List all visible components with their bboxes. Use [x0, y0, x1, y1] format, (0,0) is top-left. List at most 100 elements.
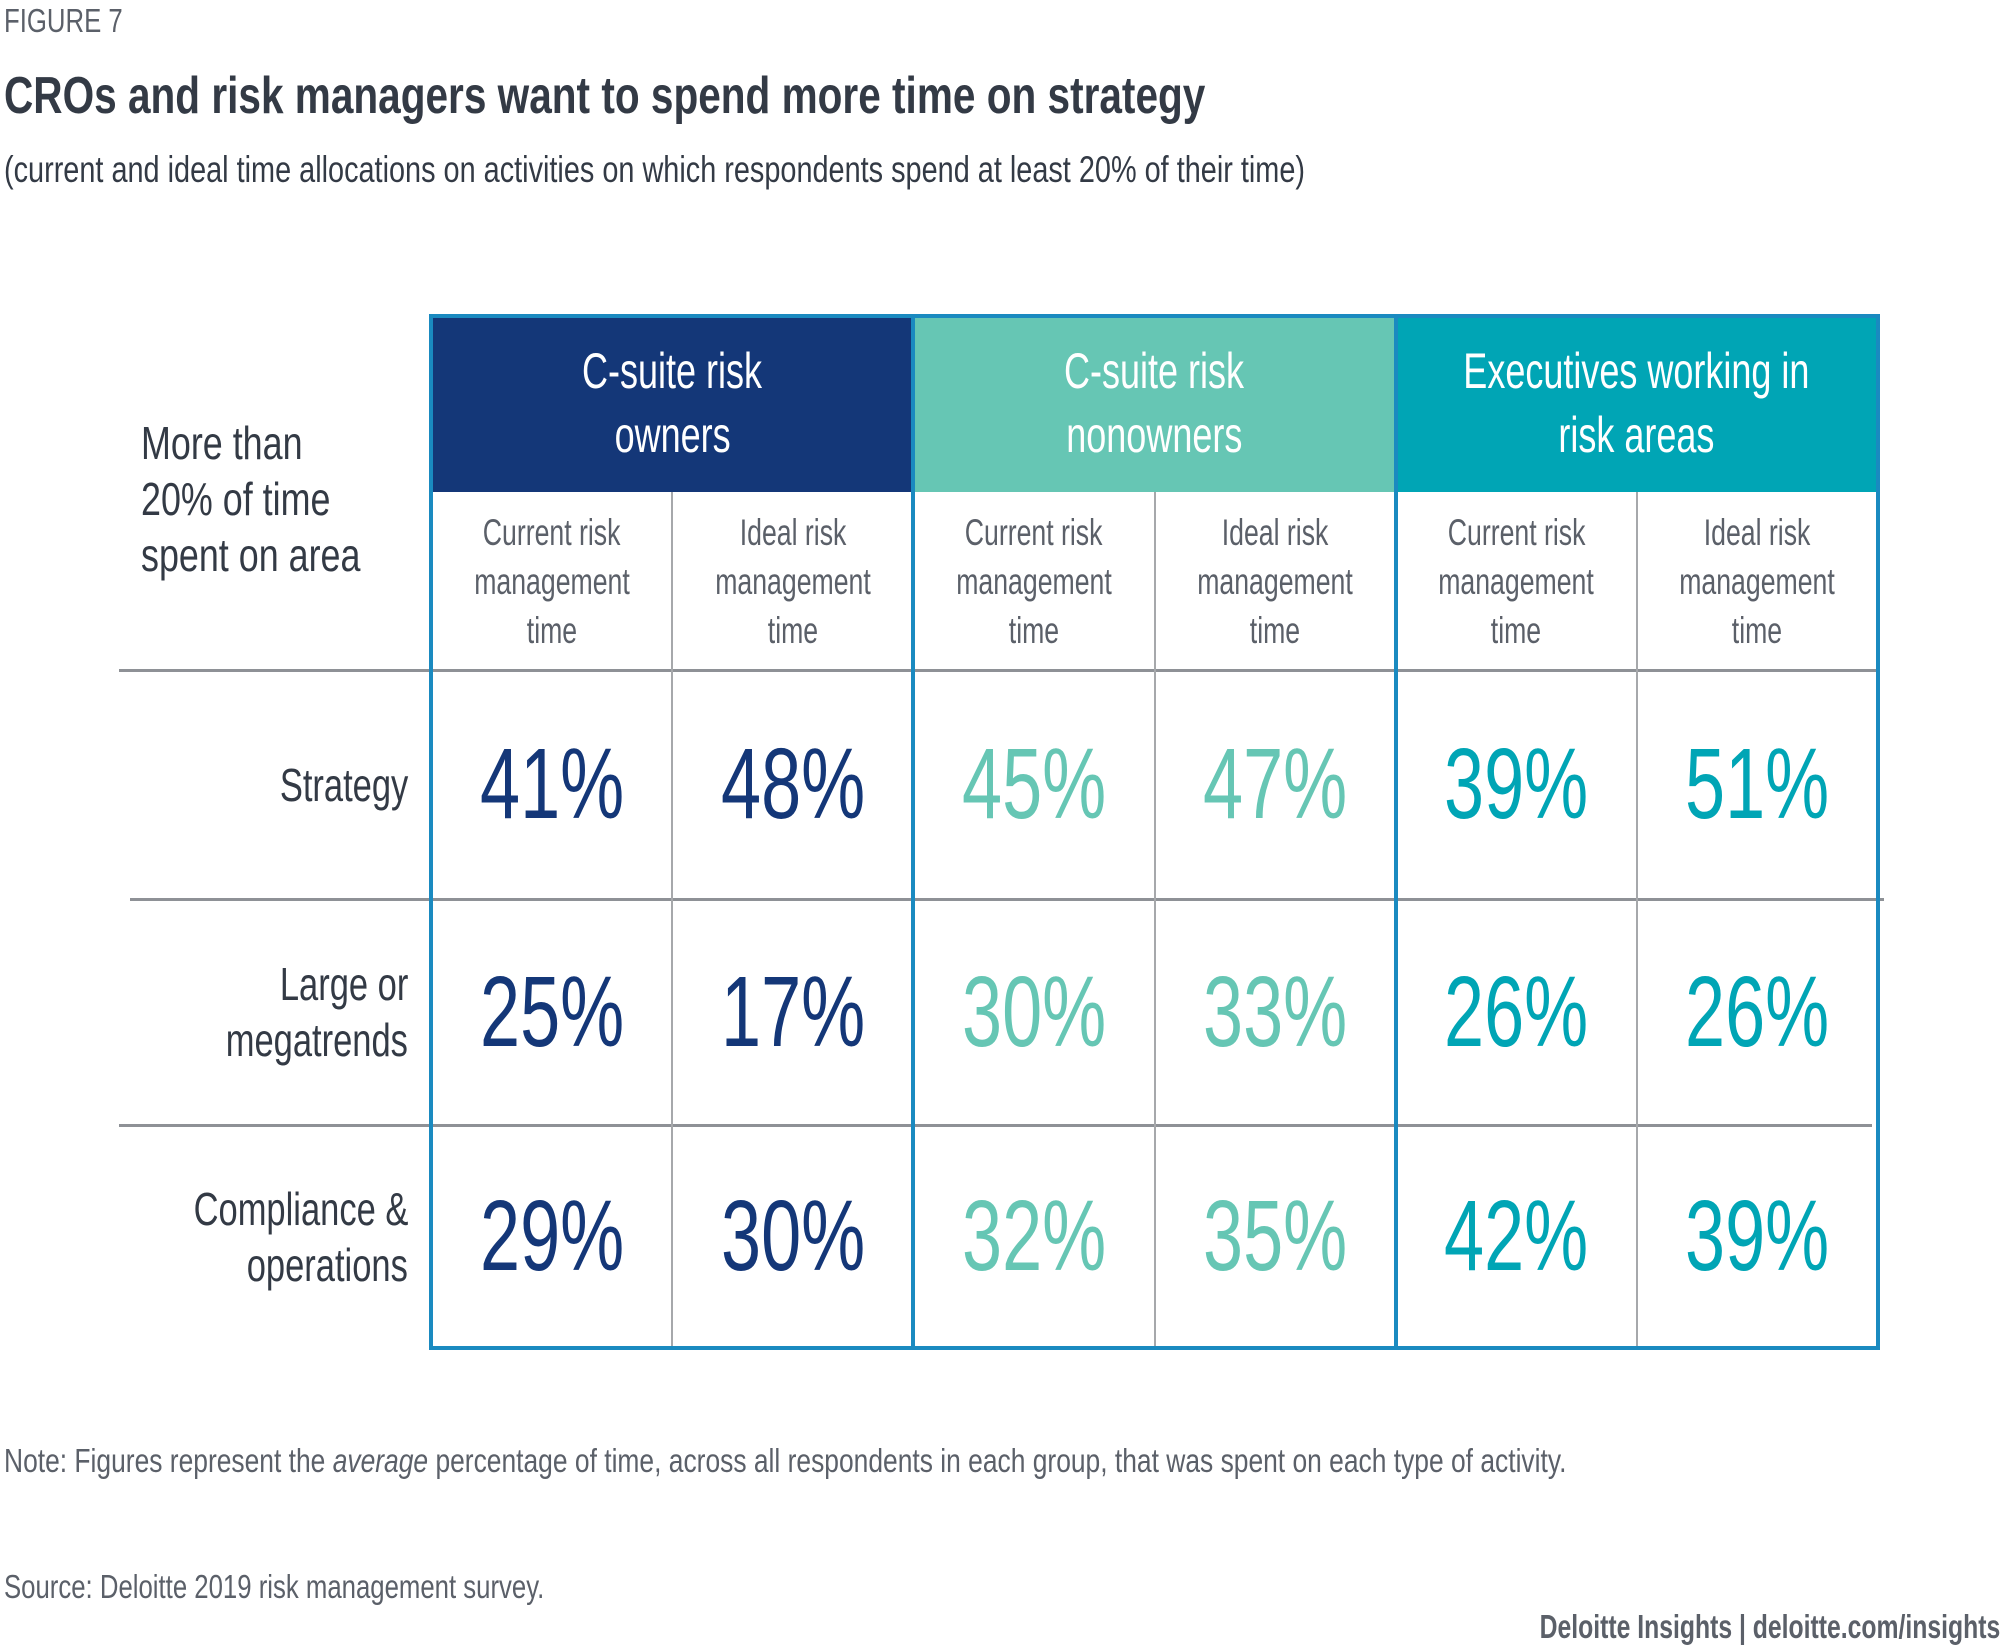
row-label-text: operations [246, 1238, 408, 1291]
value-cell: 25% [431, 899, 672, 1125]
value-cell: 26% [1396, 899, 1637, 1125]
group-header-line: owners [547, 403, 797, 467]
chart-title: CROs and risk managers want to spend mor… [4, 66, 1544, 126]
column-divider [1635, 492, 1638, 1348]
column-header-text: Current risk [482, 511, 621, 553]
column-header-text: Ideal risk [1704, 511, 1811, 553]
figure-label: FIGURE 7 [4, 2, 156, 40]
column-header-line: management [444, 557, 660, 606]
row-label-block: Large or megatrends [165, 956, 408, 1068]
group-header-text: nonowners [1066, 407, 1243, 463]
value-cell: 29% [431, 1125, 672, 1348]
group-header-line: nonowners [1029, 403, 1279, 467]
column-header-lines: Ideal risk management time [1167, 508, 1383, 655]
value-cell: 48% [672, 670, 913, 899]
row-label-text: Compliance & [193, 1182, 408, 1235]
row-label-text: megatrends [225, 1014, 408, 1066]
column-header-line: management [926, 557, 1142, 606]
value-cell: 26% [1637, 899, 1878, 1125]
column-header: Current risk management time [431, 492, 672, 670]
column-header-line: time [685, 606, 901, 655]
row-label: Compliance & operations [122, 1125, 408, 1348]
group-header-line: C-suite risk [547, 339, 797, 403]
row-header-line: More than [141, 415, 422, 471]
source-text: Source: Deloitte 2019 risk management su… [4, 1568, 545, 1605]
group-header-lines: C-suite risk owners [547, 339, 797, 467]
row-label-line: megatrends [165, 1012, 408, 1068]
column-header-line: Current risk [444, 508, 660, 557]
row-header-text: spent on area [141, 529, 361, 581]
value-cell: 30% [913, 899, 1154, 1125]
value-label: 30% [961, 955, 1106, 1068]
row-label-line: Compliance & [122, 1181, 408, 1237]
credit-text: Deloitte Insights | deloitte.com/insight… [1539, 1608, 2000, 1645]
column-header-text: time [1491, 609, 1542, 651]
row-label-line: Large or [165, 956, 408, 1012]
row-label-line: operations [122, 1237, 408, 1293]
value-label: 51% [1685, 728, 1830, 840]
footnote: Note: Figures represent the average perc… [4, 1440, 1844, 1482]
value-label: 32% [961, 1180, 1106, 1292]
row-divider [119, 669, 1880, 672]
column-header-lines: Ideal risk management time [685, 508, 901, 655]
value-cell: 45% [913, 670, 1154, 899]
row-label-text: Strategy [279, 758, 408, 811]
column-header-text: management [473, 560, 630, 602]
row-label: Strategy [237, 670, 408, 899]
group-header-2: Executives working in risk areas [1395, 314, 1878, 492]
value-cell: 32% [913, 1125, 1154, 1348]
column-header-text: Current risk [1447, 511, 1586, 553]
column-header-lines: Current risk management time [1408, 508, 1624, 655]
group-header-line: risk areas [1396, 403, 1877, 467]
group-header-line: Executives working in [1396, 339, 1877, 403]
column-header-text: management [1438, 560, 1594, 602]
column-header-line: time [1408, 606, 1624, 655]
value-cell: 30% [672, 1125, 913, 1348]
column-header-line: time [926, 606, 1142, 655]
value-cell: 35% [1155, 1125, 1396, 1348]
column-header-text: Ideal risk [1221, 511, 1329, 553]
footnote-text: Note: Figures represent the [4, 1442, 333, 1479]
row-divider [119, 1124, 1872, 1127]
row-divider [130, 898, 1884, 901]
column-header-line: Ideal risk [685, 508, 901, 557]
value-cell: 17% [672, 899, 913, 1125]
value-label: 41% [479, 728, 624, 840]
row-header-line: spent on area [141, 527, 422, 583]
column-header-text: management [714, 560, 871, 602]
column-header-text: Ideal risk [739, 511, 847, 553]
value-label: 33% [1203, 955, 1348, 1068]
row-header-line: 20% of time [141, 471, 422, 527]
value-cell: 33% [1155, 899, 1396, 1125]
column-header-text: management [956, 560, 1112, 602]
credit-line: Deloitte Insights | deloitte.com/insight… [1386, 1608, 2000, 1646]
column-header-line: time [1167, 606, 1383, 655]
column-header: Ideal risk management time [672, 492, 913, 670]
column-header-line: Current risk [926, 508, 1142, 557]
column-header: Ideal risk management time [1637, 492, 1878, 670]
row-header-lines: More than 20% of time spent on area [141, 415, 422, 583]
column-header-text: time [1008, 609, 1060, 651]
column-header-line: management [685, 557, 901, 606]
column-header: Current risk management time [913, 492, 1154, 670]
source-note: Source: Deloitte 2019 risk management su… [4, 1568, 697, 1606]
value-label: 47% [1203, 728, 1348, 840]
value-label: 42% [1444, 1180, 1589, 1292]
group-header-1: C-suite risk nonowners [913, 314, 1396, 492]
row-header-text: 20% of time [141, 473, 331, 525]
value-cell: 39% [1396, 670, 1637, 899]
column-header-line: management [1649, 557, 1865, 606]
group-header-text: C-suite risk [1064, 343, 1245, 399]
column-header-text: Current risk [965, 511, 1103, 553]
column-header-line: time [1649, 606, 1865, 655]
figure-label-text: FIGURE 7 [4, 2, 123, 39]
column-header-line: time [444, 606, 660, 655]
value-label: 45% [961, 728, 1106, 840]
table-border [429, 314, 1880, 1350]
column-header-text: management [1197, 560, 1353, 602]
column-header-line: Current risk [1408, 508, 1624, 557]
group-header-text: Executives working in [1463, 343, 1810, 399]
column-header-line: management [1408, 557, 1624, 606]
group-header-line: C-suite risk [1029, 339, 1279, 403]
value-label: 39% [1444, 728, 1589, 840]
